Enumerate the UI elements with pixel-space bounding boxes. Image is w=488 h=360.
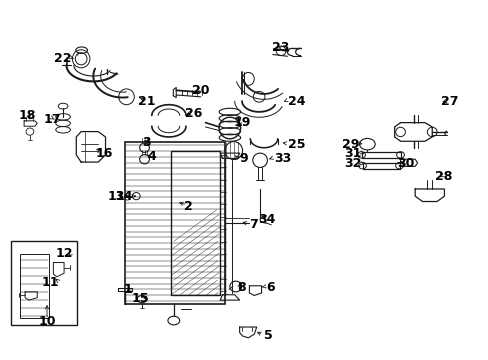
Text: 25: 25 [288,138,305,150]
Text: 1: 1 [123,283,132,296]
Text: 32: 32 [344,157,361,170]
Text: 5: 5 [264,329,272,342]
Text: 31: 31 [344,147,361,159]
Text: 3: 3 [142,136,151,149]
Text: 26: 26 [184,107,202,120]
Text: 27: 27 [440,95,457,108]
Bar [20,253,49,318]
Text: 20: 20 [191,84,209,97]
Text: 13: 13 [107,190,125,203]
Text: 16: 16 [96,147,113,159]
Text: 14: 14 [116,190,133,203]
Text: 17: 17 [43,113,61,126]
Text: 11: 11 [41,276,59,289]
Bar [125,142,224,304]
Text: 23: 23 [272,41,289,54]
Text: 28: 28 [434,170,451,183]
Text: 34: 34 [257,213,275,226]
Text: 29: 29 [341,138,358,150]
Bar [171,151,220,295]
Text: 33: 33 [273,152,290,165]
Text: 7: 7 [249,218,258,231]
Text: 10: 10 [38,315,56,328]
Text: 24: 24 [288,95,305,108]
Text: 22: 22 [54,51,71,64]
Text: 4: 4 [147,150,156,163]
Text: 21: 21 [138,95,155,108]
Text: 6: 6 [266,281,275,294]
Bar [11,241,77,325]
Text: 19: 19 [233,116,250,129]
Text: 18: 18 [19,109,36,122]
Text: 2: 2 [183,201,192,213]
Text: 15: 15 [132,292,149,305]
Text: 30: 30 [396,157,413,170]
Text: 9: 9 [239,152,248,165]
Text: 12: 12 [55,247,73,260]
Text: 8: 8 [237,281,246,294]
